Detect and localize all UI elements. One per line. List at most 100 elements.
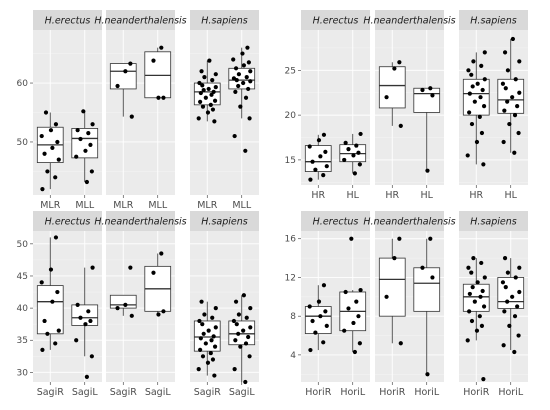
x-category-label: HoriL — [414, 387, 440, 398]
data-point — [210, 357, 216, 362]
data-point — [42, 318, 47, 324]
data-point — [430, 275, 435, 280]
data-point — [56, 157, 61, 162]
data-point — [238, 104, 243, 109]
panel-background — [190, 231, 259, 382]
data-point — [78, 315, 83, 320]
data-point — [245, 45, 250, 50]
data-point — [248, 325, 253, 330]
data-point — [84, 374, 89, 379]
data-point — [482, 77, 487, 82]
facet-title: H.neanderthalensis — [94, 16, 186, 27]
data-point — [236, 72, 242, 77]
facet-title: H.sapiens — [201, 16, 247, 27]
data-point — [151, 270, 156, 275]
y-tick-label: 8 — [290, 312, 296, 322]
data-point — [203, 95, 208, 100]
data-point — [466, 265, 471, 270]
data-point — [199, 69, 204, 74]
data-point — [241, 293, 246, 298]
data-point — [40, 347, 45, 352]
data-point — [39, 133, 44, 139]
data-point — [478, 294, 483, 299]
x-category-label: SagiL — [229, 387, 256, 398]
x-category-label: MLL — [148, 200, 167, 211]
facet-title: H.erectus — [45, 217, 91, 228]
data-point — [241, 63, 246, 68]
facet-title: H.neanderthalensis — [363, 16, 455, 27]
data-point — [203, 341, 208, 346]
data-point — [469, 121, 475, 127]
data-point — [238, 344, 243, 349]
data-point — [89, 354, 94, 359]
data-point — [88, 318, 93, 324]
facet-strip — [459, 211, 528, 231]
box-body — [228, 67, 256, 90]
data-point — [502, 108, 507, 113]
data-point — [324, 323, 329, 328]
x-category-label: MLR — [40, 200, 60, 211]
data-point — [477, 314, 482, 319]
data-point — [316, 299, 322, 304]
facet-panel: H.sapiens SagiR SagiL — [190, 211, 259, 398]
facet-panel: H.erectus MLR MLL — [33, 10, 102, 211]
data-point — [482, 50, 487, 55]
data-point — [503, 86, 508, 91]
data-point — [515, 304, 520, 309]
data-point — [313, 167, 318, 172]
data-point — [343, 140, 348, 145]
data-point — [198, 336, 203, 341]
data-point — [43, 110, 49, 115]
data-point — [129, 313, 134, 318]
facet-title: H.sapiens — [470, 217, 516, 228]
x-category-label: HoriL — [498, 387, 524, 398]
y-tick-label: 20 — [285, 111, 297, 121]
y-tick-label: 60 — [17, 79, 29, 89]
box-body — [71, 128, 99, 159]
data-point — [351, 153, 356, 158]
y-tick-label: 30 — [17, 368, 29, 378]
data-point — [503, 285, 508, 290]
data-point — [505, 270, 511, 275]
box-body — [109, 294, 137, 309]
data-point — [206, 86, 211, 92]
data-point — [512, 349, 517, 355]
data-point — [358, 287, 363, 293]
facet-panel: H.neanderthalensis SagiR SagiL — [94, 211, 187, 398]
data-point — [475, 280, 480, 285]
facet-panel: H.neanderthalensis HoriR HoriL — [363, 211, 456, 398]
data-point — [505, 99, 510, 104]
facet-panel: H.sapiens HoriR HoriL — [459, 211, 528, 398]
data-point — [213, 72, 218, 77]
data-point — [115, 83, 120, 89]
data-point — [472, 99, 477, 104]
data-point — [128, 61, 133, 66]
data-point — [428, 236, 433, 241]
data-point — [156, 95, 161, 100]
x-category-label: HL — [505, 190, 518, 201]
data-point — [512, 314, 518, 319]
data-point — [55, 139, 60, 145]
data-point — [356, 314, 361, 319]
data-point — [352, 349, 357, 355]
data-point — [212, 98, 218, 103]
data-point — [211, 89, 216, 94]
data-point — [53, 341, 58, 346]
data-point — [397, 60, 402, 65]
facet-title: H.erectus — [313, 16, 359, 27]
data-point — [467, 309, 472, 314]
data-point — [469, 318, 475, 324]
data-point — [425, 372, 430, 377]
data-point — [471, 256, 476, 261]
data-point — [481, 104, 487, 109]
data-point — [248, 306, 253, 311]
y-tick-label: 16 — [285, 235, 297, 245]
data-point — [420, 265, 425, 270]
data-point — [482, 275, 487, 280]
facet-strip — [190, 211, 259, 231]
data-point — [233, 299, 239, 304]
box-body — [413, 267, 441, 312]
data-point — [466, 68, 471, 73]
facet-title: H.neanderthalensis — [363, 217, 455, 228]
